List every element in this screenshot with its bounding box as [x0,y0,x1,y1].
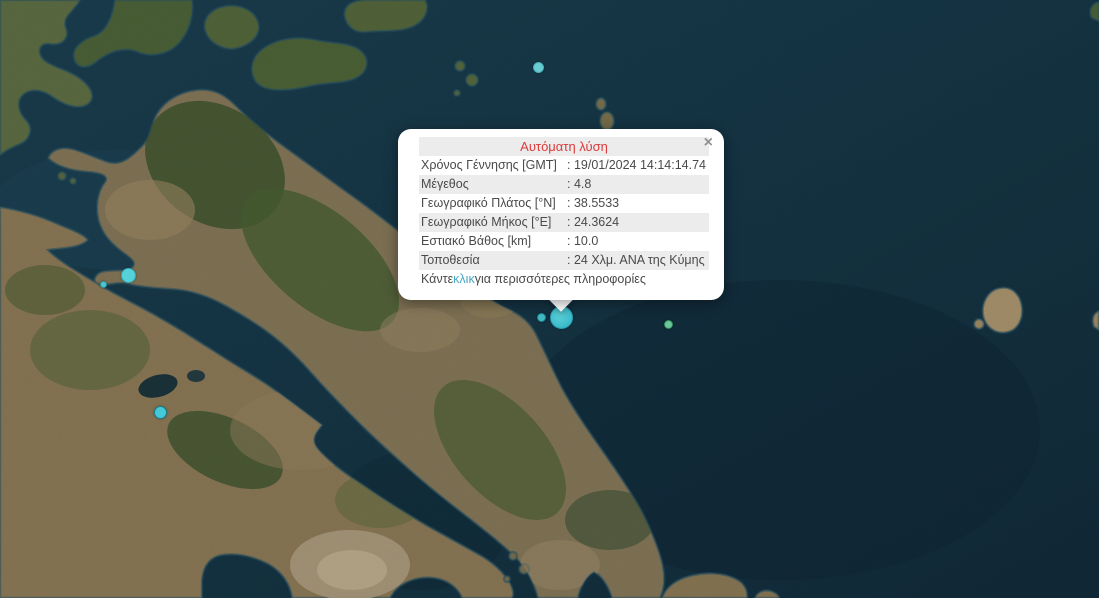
row-label: Γεωγραφικό Μήκος [°E] [421,215,552,229]
popup-close-button[interactable]: × [703,134,713,151]
earthquake-marker[interactable] [120,267,136,283]
more-info-link[interactable]: κλικ [453,272,475,286]
row-label: Εστιακό Βάθος [km] [421,234,532,248]
row-label: Τοποθεσία [421,253,480,267]
row-value: : 4.8 [567,177,592,191]
attribute-row: Τοποθεσία : 24 Χλμ. ΑΝΑ της Κύμης [419,251,709,270]
popup-title: Αυτόματη λύση [419,137,709,156]
earthquake-marker[interactable] [536,312,546,322]
earthquake-marker[interactable] [532,61,544,73]
earthquake-marker[interactable] [153,405,167,419]
popup-table: Αυτόματη λύση Χρόνος Γέννησης [GMT] : 19… [419,137,709,289]
row-label: Μέγεθος [421,177,469,191]
row-label: Γεωγραφικό Πλάτος [°N] [421,196,556,210]
footer-text: για περισσότερες πληροφορίες [474,272,646,286]
earthquake-marker[interactable] [99,280,107,288]
row-value: : 24.3624 [567,215,620,229]
info-popup: × Αυτόματη λύση Χρόνος Γέννησης [GMT] : … [398,129,724,312]
footer-text: Κάντε [421,272,454,286]
popup-footer: Κάντε κλικ για περισσότερες πληροφορίες [419,270,709,289]
earthquake-marker[interactable] [663,319,673,329]
attribute-row: Εστιακό Βάθος [km] : 10.0 [419,232,709,251]
row-value: : 24 Χλμ. ΑΝΑ της Κύμης [567,253,705,267]
row-label: Χρόνος Γέννησης [GMT] [421,158,557,172]
attribute-row: Γεωγραφικό Πλάτος [°N] : 38.5533 [419,194,709,213]
row-value: : 19/01/2024 14:14:14.74 [567,158,707,172]
popup-box: × Αυτόματη λύση Χρόνος Γέννησης [GMT] : … [398,129,724,300]
row-value: : 10.0 [567,234,599,248]
attribute-row: Μέγεθος : 4.8 [419,175,709,194]
attribute-row: Γεωγραφικό Μήκος [°E] : 24.3624 [419,213,709,232]
row-value: : 38.5533 [567,196,620,210]
attribute-row: Χρόνος Γέννησης [GMT] : 19/01/2024 14:14… [419,156,709,175]
